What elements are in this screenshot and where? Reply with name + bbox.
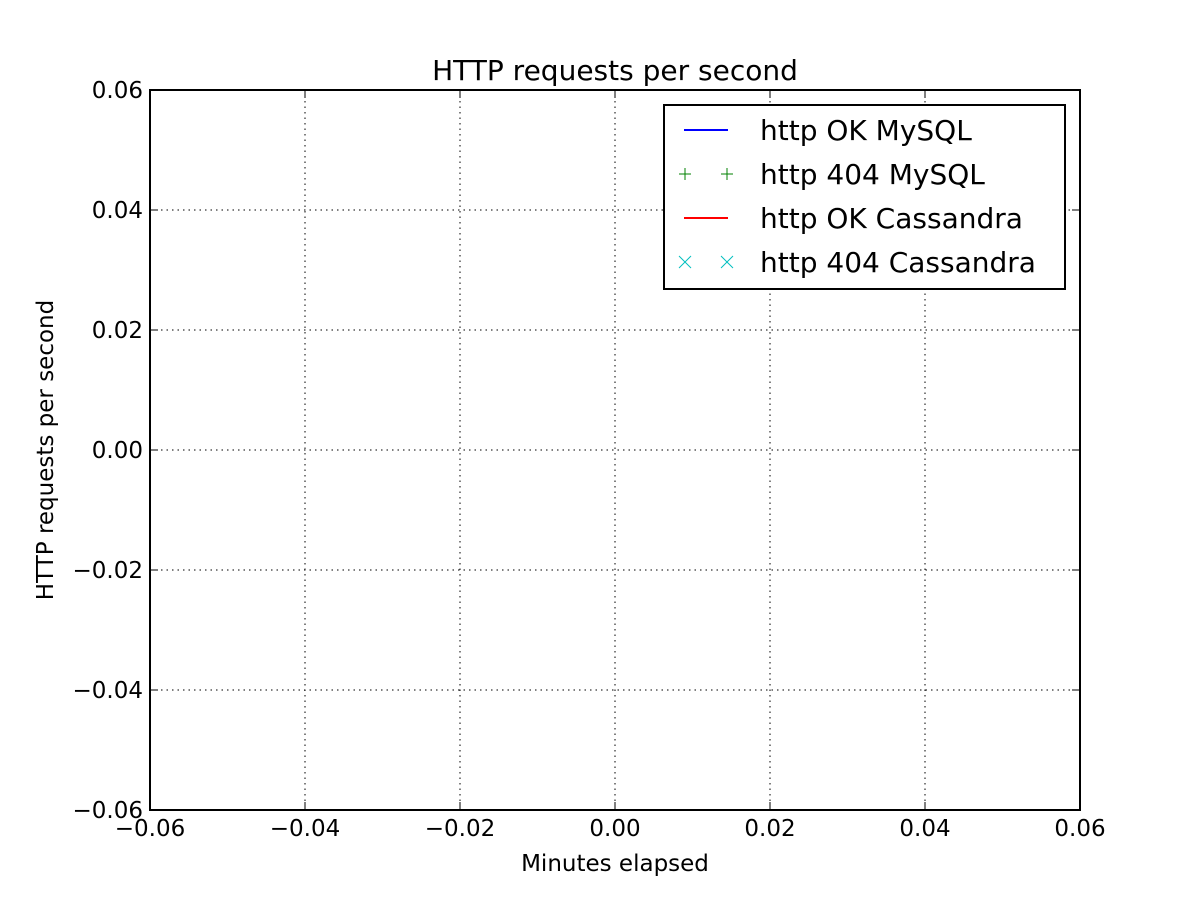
plot-area-frame: [149, 89, 1081, 811]
x-tick-labels: −0.06 −0.04 −0.02 0.00 0.02 0.04 0.06: [115, 816, 1106, 842]
x-axis-label: Minutes elapsed: [521, 851, 709, 877]
legend-swatch-marker: [678, 255, 692, 269]
y-axis-label: HTTP requests per second: [33, 300, 59, 600]
legend-label: http 404 MySQL: [760, 158, 985, 191]
y-tick-label: −0.02: [73, 558, 143, 584]
y-tick-labels: −0.06 −0.04 −0.02 0.00 0.02 0.04 0.06: [73, 78, 143, 824]
legend-label: http 404 Cassandra: [760, 246, 1036, 279]
x-tick-label: 0.06: [1054, 816, 1105, 842]
legend-swatch-marker: [720, 255, 734, 269]
x-tick-label: 0.00: [589, 816, 640, 842]
y-tick-label: 0.02: [92, 318, 143, 344]
legend-entry: http OK Cassandra: [684, 202, 1023, 235]
legend-entry: http 404 MySQL: [679, 158, 985, 191]
x-tick-label: −0.04: [270, 816, 340, 842]
y-tick-label: −0.06: [73, 798, 143, 824]
legend-entry: http OK MySQL: [684, 114, 972, 147]
x-tick-label: −0.06: [115, 816, 185, 842]
y-tick-label: 0.00: [92, 438, 143, 464]
legend-label: http OK MySQL: [760, 114, 972, 147]
y-tick-label: 0.04: [92, 198, 143, 224]
marker-stroke: [720, 255, 734, 269]
legend: http OK MySQL http 404 MySQL http OK Cassa…: [663, 104, 1066, 290]
legend-entry: http 404 Cassandra: [678, 246, 1036, 279]
y-tick-label: −0.04: [73, 678, 143, 704]
grid-lines: [150, 90, 1080, 810]
axis-ticks: [149, 89, 1081, 811]
y-tick-label: 0.06: [92, 78, 143, 104]
legend-swatch-marker: [721, 168, 733, 180]
legend-label: http OK Cassandra: [760, 202, 1023, 235]
marker-stroke: [678, 255, 692, 269]
chart-title: HTTP requests per second: [432, 54, 798, 87]
x-tick-label: 0.04: [899, 816, 950, 842]
x-tick-label: −0.02: [425, 816, 495, 842]
legend-swatch-marker: [679, 168, 691, 180]
x-tick-label: 0.02: [744, 816, 795, 842]
